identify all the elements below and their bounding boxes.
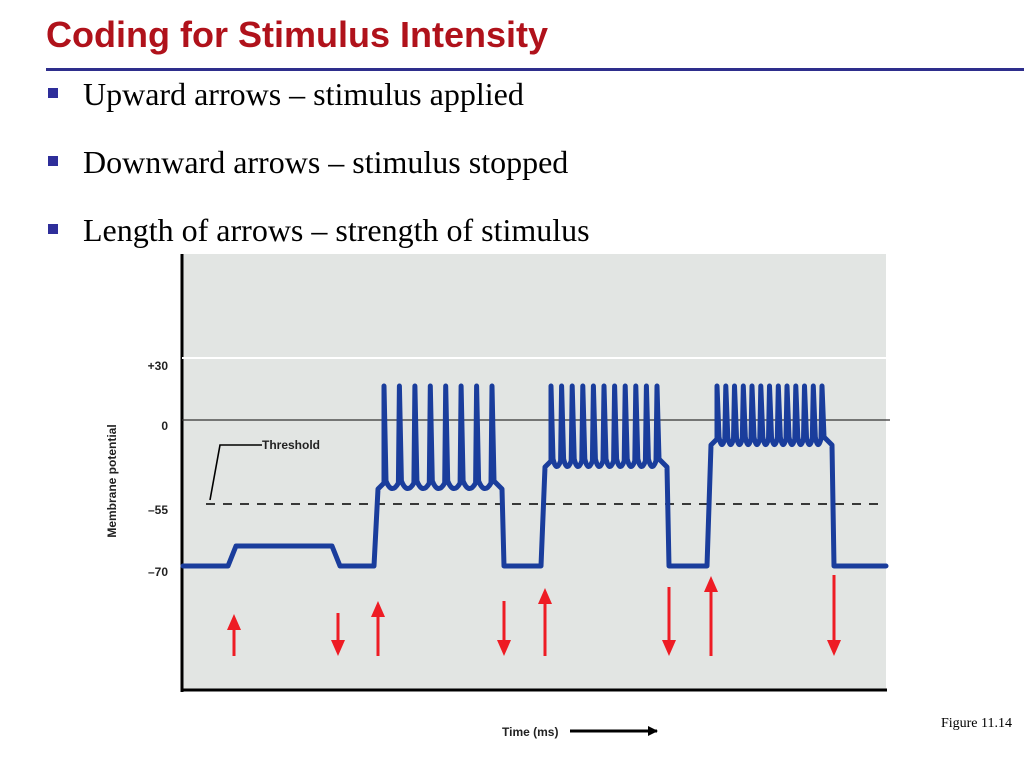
down-arrow-icon <box>827 575 841 656</box>
down-arrow-icon <box>662 587 676 656</box>
up-arrow-icon <box>227 614 241 656</box>
up-arrow-icon <box>538 588 552 656</box>
plot-area <box>182 254 886 690</box>
square-bullet-icon <box>48 224 58 234</box>
membrane-trace <box>180 383 889 569</box>
title-divider <box>46 68 1024 71</box>
bullet-text: Upward arrows – stimulus applied <box>83 76 524 112</box>
down-arrow-icon <box>497 601 511 656</box>
threshold-label: Threshold <box>262 438 320 452</box>
bullet-text: Downward arrows – stimulus stopped <box>83 144 569 180</box>
square-bullet-icon <box>48 88 58 98</box>
bullet-item: Downward arrows – stimulus stopped <box>46 142 590 210</box>
up-arrow-icon <box>371 601 385 656</box>
stimulus-arrows <box>227 575 841 656</box>
y-tick-label: –70 <box>148 565 168 579</box>
bullet-item: Length of arrows – strength of stimulus <box>46 210 590 278</box>
y-tick-label: –55 <box>148 503 168 517</box>
slide-title: Coding for Stimulus Intensity <box>46 14 548 55</box>
figure-caption: Figure 11.14 <box>940 716 1012 731</box>
up-arrow-icon <box>704 576 718 656</box>
square-bullet-icon <box>48 156 58 166</box>
y-axis-label: Membrane potential <box>105 424 119 537</box>
x-axis-label: Time (ms) <box>502 725 558 739</box>
y-tick-label: 0 <box>161 419 168 433</box>
down-arrow-icon <box>331 613 345 656</box>
y-tick-label: +30 <box>148 359 169 373</box>
bullet-text: Length of arrows – strength of stimulus <box>83 212 590 248</box>
bullet-list: Upward arrows – stimulus applied Downwar… <box>46 74 590 278</box>
bullet-item: Upward arrows – stimulus applied <box>46 74 590 142</box>
threshold-leader <box>209 444 262 501</box>
